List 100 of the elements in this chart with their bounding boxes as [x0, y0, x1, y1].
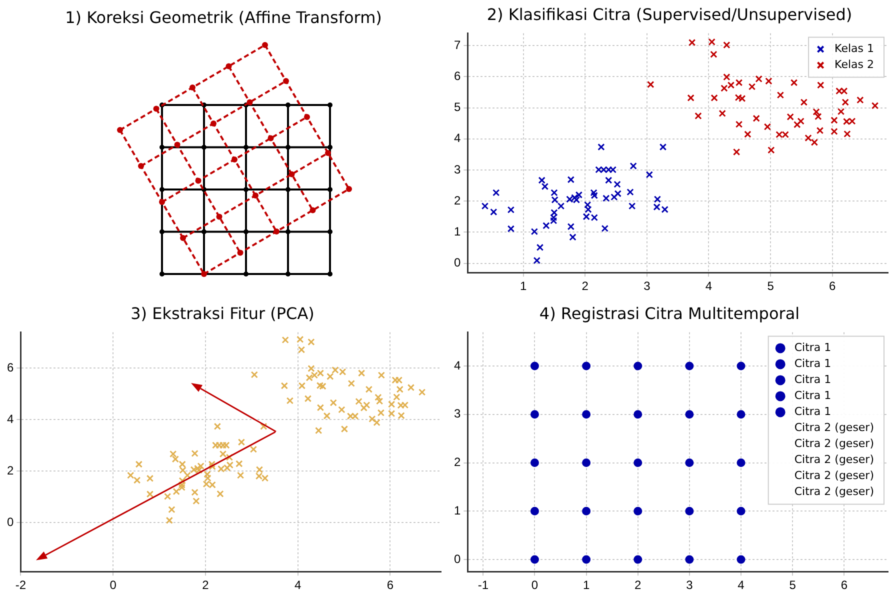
point — [507, 225, 515, 232]
legend-label: Kelas 2 — [834, 58, 874, 72]
point — [685, 555, 694, 564]
point — [600, 166, 608, 174]
point — [794, 121, 801, 128]
point — [856, 96, 864, 104]
text: Citra 2 (geser) — [794, 453, 874, 466]
point — [530, 228, 538, 236]
point — [782, 130, 789, 138]
chart-title: 2) Klasifikasi Citra (Supervised/Unsupervised) — [486, 4, 852, 24]
x-tick-label: 4 — [738, 578, 745, 592]
x-tick-label: 2 — [582, 279, 589, 294]
point — [601, 224, 608, 232]
point — [736, 458, 746, 468]
legend-label: Citra 1 — [794, 373, 832, 386]
point — [790, 79, 798, 86]
point — [694, 112, 702, 120]
legend-label: Citra 1 — [794, 389, 832, 402]
y-tick-label: 6 — [6, 360, 14, 375]
point — [734, 94, 742, 102]
x-tick-label: 3 — [686, 578, 694, 592]
point — [536, 244, 544, 251]
point — [582, 362, 591, 370]
legend-label: Citra 1 — [794, 357, 832, 370]
point — [836, 87, 843, 95]
point — [817, 82, 824, 89]
point — [626, 188, 634, 196]
point — [727, 82, 735, 89]
point — [797, 118, 804, 125]
point — [481, 202, 489, 210]
point — [530, 410, 539, 419]
point — [840, 87, 848, 95]
y-tick-label: 2 — [454, 193, 461, 208]
point — [708, 38, 716, 46]
point — [614, 180, 621, 188]
point — [567, 176, 574, 184]
point — [720, 84, 728, 92]
point — [530, 458, 539, 468]
point — [765, 78, 772, 85]
y-tick-label: 2 — [6, 464, 14, 478]
y-tick-label: 7 — [454, 38, 461, 52]
point — [533, 256, 540, 264]
point — [634, 410, 642, 419]
point — [628, 202, 636, 210]
x-tick-label: 2 — [634, 578, 642, 592]
point — [590, 214, 598, 222]
point — [837, 108, 845, 116]
point — [800, 98, 808, 106]
point — [810, 138, 818, 146]
point — [647, 80, 654, 88]
point — [687, 94, 694, 102]
point — [530, 555, 539, 564]
point — [661, 206, 668, 214]
point — [602, 194, 610, 202]
point — [776, 91, 784, 99]
text: 1) Koreksi Geometrik (Affine Transform) — [64, 8, 383, 27]
point — [830, 116, 838, 124]
y-tick-label: 3 — [454, 162, 461, 176]
x-tick-label: 6 — [386, 578, 394, 592]
point — [634, 506, 642, 516]
text: Citra 2 (geser) — [794, 485, 874, 498]
x-tick-label: 3 — [644, 279, 651, 294]
point — [598, 143, 605, 151]
point — [710, 50, 718, 58]
point — [634, 458, 642, 468]
point — [755, 75, 762, 82]
point — [764, 123, 772, 130]
x-tick-label: 4 — [294, 578, 302, 592]
x-tick-label: 1 — [582, 578, 590, 592]
x-tick-label: 0 — [531, 578, 538, 592]
point — [736, 555, 746, 564]
point — [685, 458, 694, 468]
x-tick-label: 6 — [840, 578, 848, 592]
point — [530, 362, 539, 370]
point — [634, 555, 642, 564]
point — [567, 223, 574, 230]
point — [492, 189, 500, 196]
point — [768, 146, 775, 154]
point — [786, 113, 794, 120]
point — [723, 73, 730, 81]
point — [590, 189, 598, 196]
point — [748, 83, 756, 90]
x-tick-label: 2 — [202, 578, 210, 592]
point — [614, 190, 622, 198]
y-tick-label: 3 — [454, 406, 461, 421]
point — [582, 458, 591, 468]
point — [736, 362, 746, 370]
point — [735, 79, 743, 86]
point — [490, 208, 498, 216]
point — [605, 176, 612, 184]
point — [595, 166, 602, 174]
y-tick-label: 4 — [6, 412, 14, 426]
text: Citra 2 (geser) — [794, 469, 874, 482]
point — [736, 506, 746, 516]
y-tick-label: 2 — [454, 455, 461, 470]
legend-label: Citra 1 — [794, 405, 832, 418]
y-tick-label: 0 — [454, 552, 461, 566]
point — [842, 98, 849, 106]
x-tick-label: 0 — [110, 578, 117, 592]
point — [507, 206, 515, 214]
